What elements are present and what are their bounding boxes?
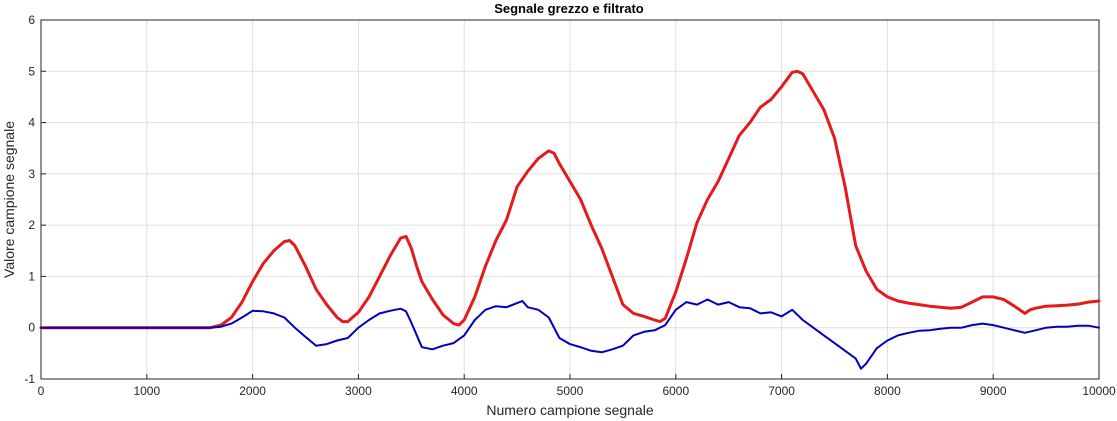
- series-line-filtered: [39, 69, 1101, 330]
- series-layer: [39, 69, 1101, 370]
- x-tick-label: 7000: [768, 384, 795, 398]
- chart-title: Segnale grezzo e filtrato: [494, 1, 644, 16]
- series-line-raw: [40, 298, 1100, 370]
- x-tick-label: 1000: [133, 384, 160, 398]
- x-tick-label: 8000: [874, 384, 901, 398]
- x-tick-label: 10000: [1082, 384, 1116, 398]
- y-tick-label: 5: [28, 64, 35, 78]
- x-tick-label: 5000: [557, 384, 584, 398]
- x-tick-label: 0: [38, 384, 45, 398]
- y-tick-label: 6: [28, 13, 35, 27]
- y-axis: -1 0 1 2 3 4 5 6: [24, 13, 46, 386]
- y-tick-label: 2: [28, 218, 35, 232]
- x-axis-label: Numero campione segnale: [486, 402, 654, 418]
- x-tick-label: 9000: [980, 384, 1007, 398]
- x-tick-label: 4000: [451, 384, 478, 398]
- x-tick-label: 3000: [345, 384, 372, 398]
- grid: [40, 19, 1100, 380]
- x-axis: 0 1000 2000 3000 4000 5000 6000 7000 8000 9000 100…: [38, 374, 1116, 398]
- x-tick-label: 2000: [239, 384, 266, 398]
- x-tick-label: 6000: [662, 384, 689, 398]
- y-tick-label: -1: [24, 372, 35, 386]
- y-tick-label: 1: [28, 269, 35, 283]
- y-axis-label: Valore campione segnale: [1, 121, 17, 278]
- y-tick-label: 0: [28, 321, 35, 335]
- y-tick-label: 3: [28, 167, 35, 181]
- y-tick-label: 4: [28, 116, 35, 130]
